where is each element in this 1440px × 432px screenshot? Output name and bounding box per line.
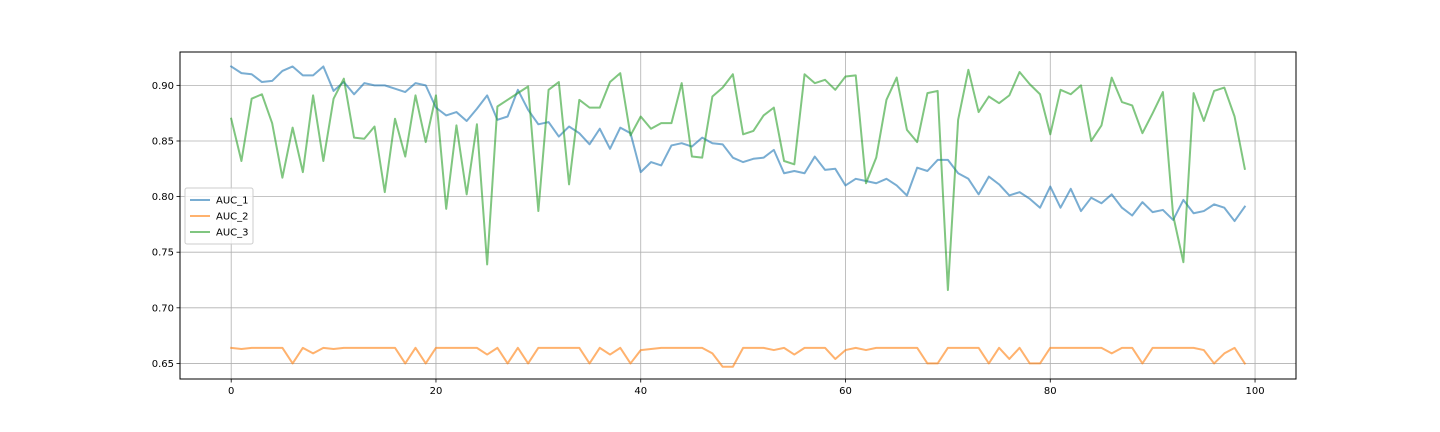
x-tick-label: 80 [1044,386,1057,397]
legend-box [184,187,254,245]
legend-label: AUC_2 [216,212,249,223]
y-tick-label: 0.70 [152,303,174,314]
series-layer [229,65,1247,368]
x-tick-label: 20 [430,386,443,397]
y-tick-label: 0.65 [152,359,174,370]
y-tick-label: 0.75 [152,248,174,259]
series-line-auc-3 [229,68,1246,292]
y-axis: 0.65 0.70 0.75 0.80 0.85 0.90 [152,81,180,370]
x-tick-label: 100 [1245,386,1264,397]
y-tick-label: 0.80 [152,192,174,203]
legend: AUC_1 AUC_2 AUC_3 [184,187,254,245]
series-line-auc-1 [229,65,1247,223]
series-line-auc-2 [230,346,1247,368]
legend-label: AUC_3 [216,228,249,239]
x-tick-label: 0 [228,386,234,397]
x-tick-label: 60 [839,386,852,397]
plot-frame [179,51,1297,380]
x-tick-label: 40 [634,386,647,397]
y-tick-label: 0.90 [152,81,174,92]
legend-label: AUC_1 [216,196,249,207]
x-axis: 0 20 40 60 80 100 [228,379,1265,397]
y-tick-label: 0.85 [152,136,174,147]
